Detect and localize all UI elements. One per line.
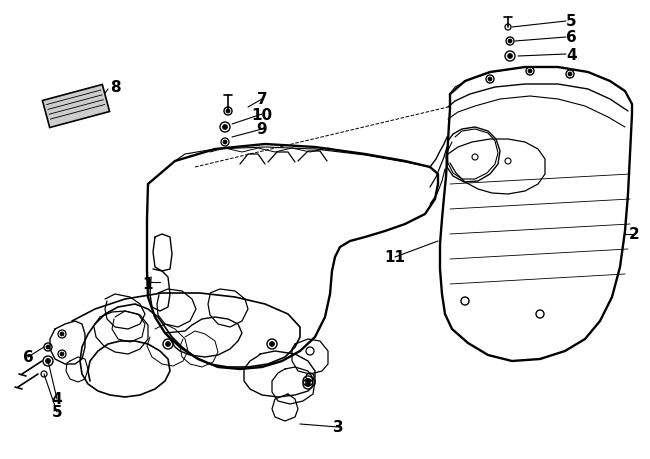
Text: 10: 10: [252, 107, 272, 122]
Text: 7: 7: [257, 92, 267, 107]
Circle shape: [528, 70, 532, 74]
Text: 11: 11: [385, 250, 406, 265]
Circle shape: [508, 54, 512, 59]
Text: 4: 4: [52, 392, 62, 407]
Text: 1: 1: [143, 277, 153, 292]
Text: 8: 8: [110, 79, 120, 94]
Circle shape: [568, 73, 572, 77]
Text: 4: 4: [566, 47, 577, 62]
Circle shape: [60, 332, 64, 336]
Text: 6: 6: [566, 30, 577, 45]
Circle shape: [60, 352, 64, 356]
Circle shape: [226, 110, 230, 114]
Circle shape: [306, 379, 311, 384]
Text: 5: 5: [52, 405, 62, 420]
Circle shape: [270, 342, 274, 347]
Circle shape: [46, 345, 50, 349]
Circle shape: [46, 359, 51, 364]
Circle shape: [222, 125, 227, 130]
Bar: [42, 85, 110, 128]
Text: 9: 9: [257, 122, 267, 137]
Circle shape: [166, 342, 170, 347]
Text: 6: 6: [23, 350, 33, 365]
Text: 5: 5: [566, 15, 577, 29]
Text: 3: 3: [333, 420, 343, 435]
Text: 2: 2: [629, 227, 640, 242]
Circle shape: [488, 78, 492, 82]
Circle shape: [306, 382, 311, 386]
Circle shape: [508, 40, 512, 44]
Circle shape: [223, 141, 227, 145]
